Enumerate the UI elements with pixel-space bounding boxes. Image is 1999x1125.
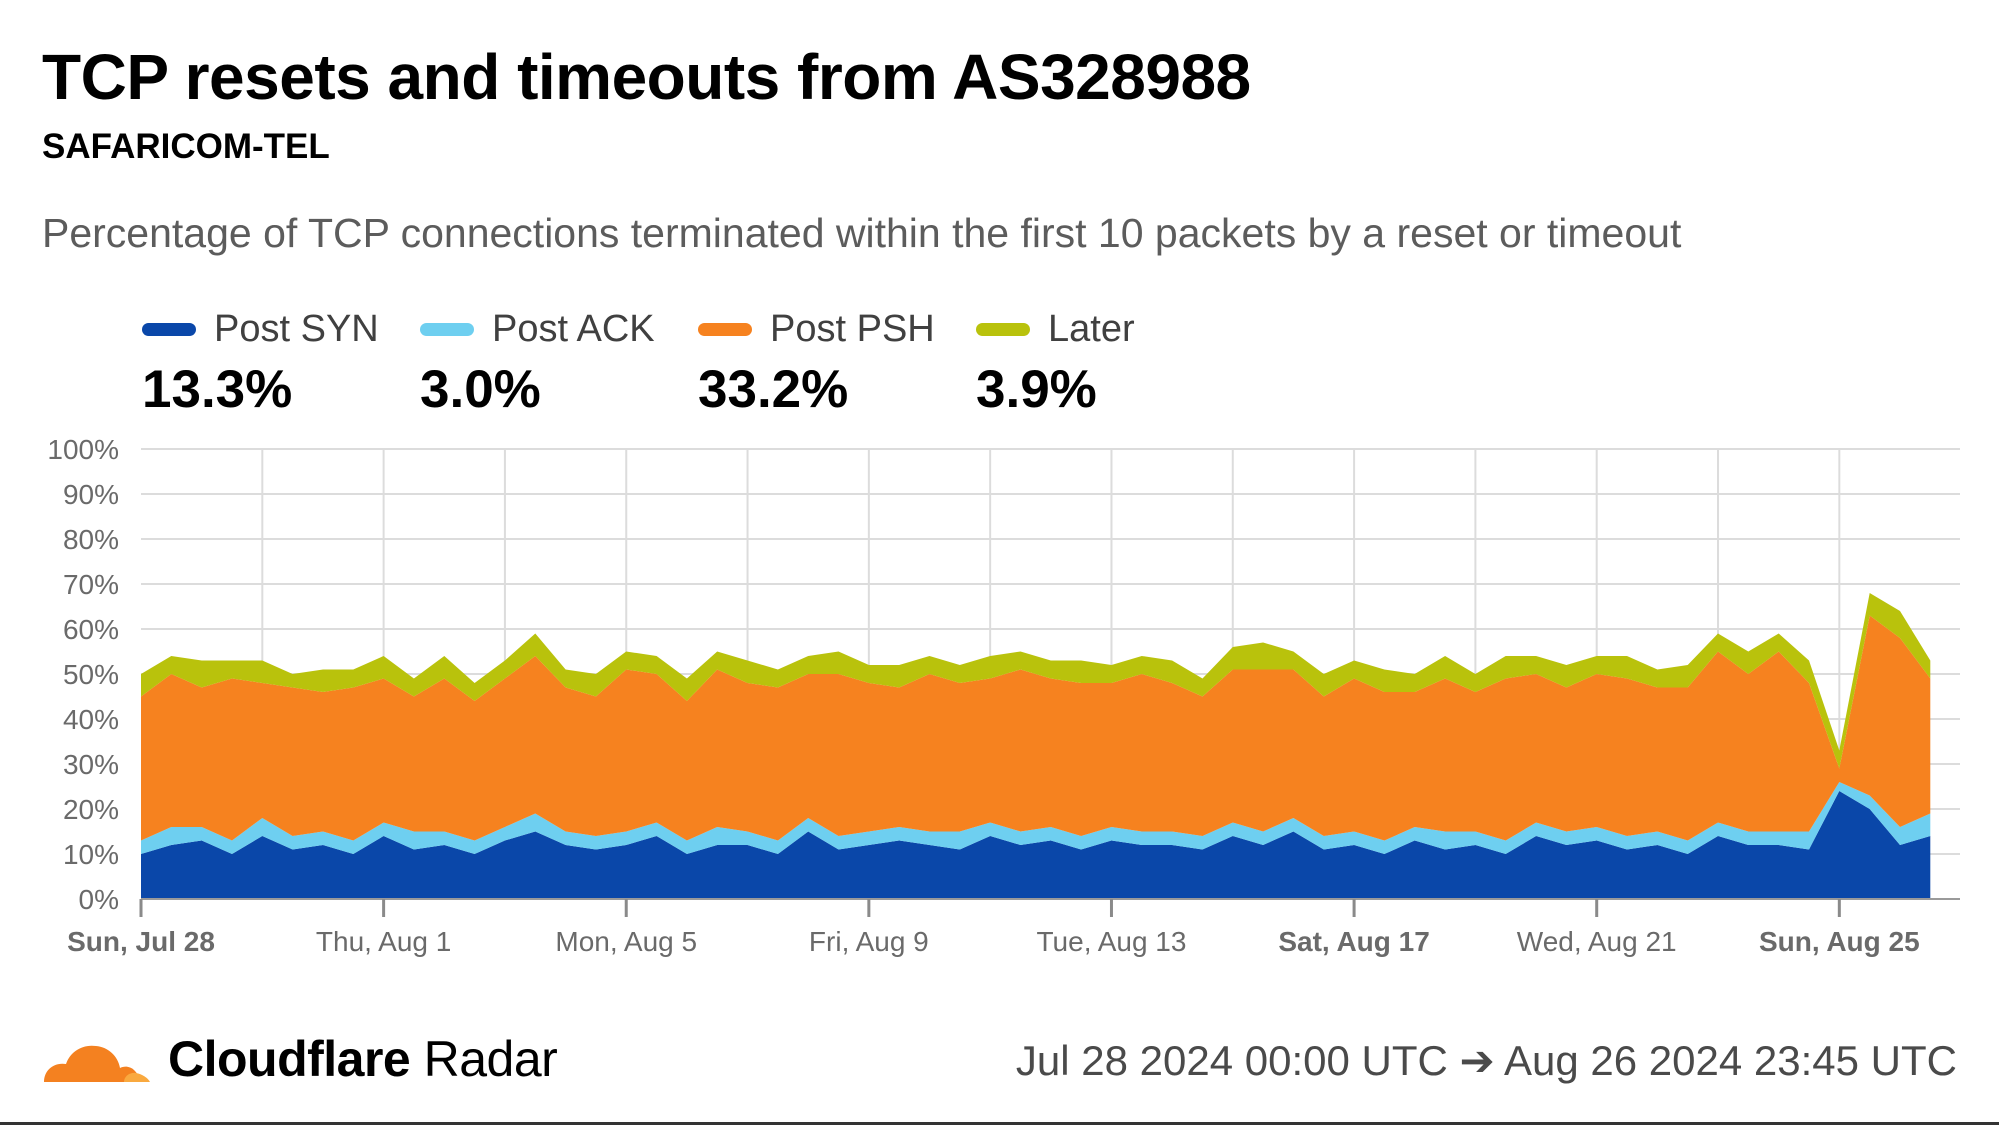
legend-item-post-syn[interactable]: Post SYN 13.3% bbox=[142, 305, 379, 420]
x-tick-label: Fri, Aug 9 bbox=[809, 926, 929, 957]
legend-label: Post ACK bbox=[492, 307, 655, 350]
legend-swatch-post-psh bbox=[698, 322, 752, 336]
legend-label: Post PSH bbox=[770, 307, 935, 350]
chart-plot[interactable]: 0% 10% 20% 30% 40% 50% 60% 70% 80% 90% 100% Sun, Ju… bbox=[0, 0, 1999, 1000]
series-area-post-syn bbox=[141, 791, 1931, 899]
chart-description: Percentage of TCP connections terminated… bbox=[42, 210, 1682, 256]
legend-value: 3.9% bbox=[976, 360, 1097, 419]
series-area-later bbox=[141, 593, 1931, 769]
y-tick-label: 100% bbox=[47, 434, 119, 465]
y-tick-label: 40% bbox=[63, 704, 119, 735]
brand-product: Radar bbox=[410, 1031, 558, 1087]
x-tick-label: Sun, Aug 25 bbox=[1759, 926, 1920, 957]
legend-item-post-psh[interactable]: Post PSH 33.2% bbox=[698, 305, 935, 420]
legend-value: 13.3% bbox=[142, 360, 293, 419]
y-tick-label: 60% bbox=[63, 614, 119, 645]
y-tick-label: 30% bbox=[63, 749, 119, 780]
series-area-post-psh bbox=[141, 615, 1931, 841]
y-tick-label: 10% bbox=[63, 839, 119, 870]
legend-value: 33.2% bbox=[698, 360, 849, 419]
legend-swatch-post-syn bbox=[142, 322, 196, 336]
legend-swatch-later bbox=[976, 322, 1030, 336]
legend-swatch-post-ack bbox=[420, 322, 474, 336]
y-tick-label: 20% bbox=[63, 794, 119, 825]
footer-brand: Cloudflare Radar bbox=[168, 1030, 558, 1088]
x-tick-label: Thu, Aug 1 bbox=[316, 926, 451, 957]
date-range: Jul 28 2024 00:00 UTC ➔ Aug 26 2024 23:4… bbox=[1015, 1037, 1957, 1084]
x-tick-label: Tue, Aug 13 bbox=[1036, 926, 1186, 957]
x-tick-label: Sun, Jul 28 bbox=[67, 926, 215, 957]
y-tick-label: 70% bbox=[63, 569, 119, 600]
legend-label: Later bbox=[1048, 307, 1135, 350]
y-tick-label: 0% bbox=[79, 884, 119, 915]
brand-name: Cloudflare bbox=[168, 1031, 411, 1087]
x-tick-label: Wed, Aug 21 bbox=[1517, 926, 1677, 957]
legend-label: Post SYN bbox=[214, 307, 379, 350]
legend-item-later[interactable]: Later 3.9% bbox=[976, 305, 1135, 420]
y-tick-label: 90% bbox=[63, 479, 119, 510]
y-tick-label: 50% bbox=[63, 659, 119, 690]
chart-title: TCP resets and timeouts from AS328988 bbox=[42, 41, 1251, 113]
y-tick-label: 80% bbox=[63, 524, 119, 555]
legend-value: 3.0% bbox=[420, 360, 541, 419]
x-tick-label: Sat, Aug 17 bbox=[1278, 926, 1429, 957]
cloudflare-cloud-icon bbox=[44, 1045, 150, 1082]
legend-item-post-ack[interactable]: Post ACK 3.0% bbox=[420, 305, 655, 420]
x-tick-label: Mon, Aug 5 bbox=[555, 926, 697, 957]
chart-subtitle: SAFARICOM-TEL bbox=[42, 127, 330, 166]
bottom-divider bbox=[0, 1122, 1999, 1125]
series-area-post-ack bbox=[141, 782, 1931, 854]
